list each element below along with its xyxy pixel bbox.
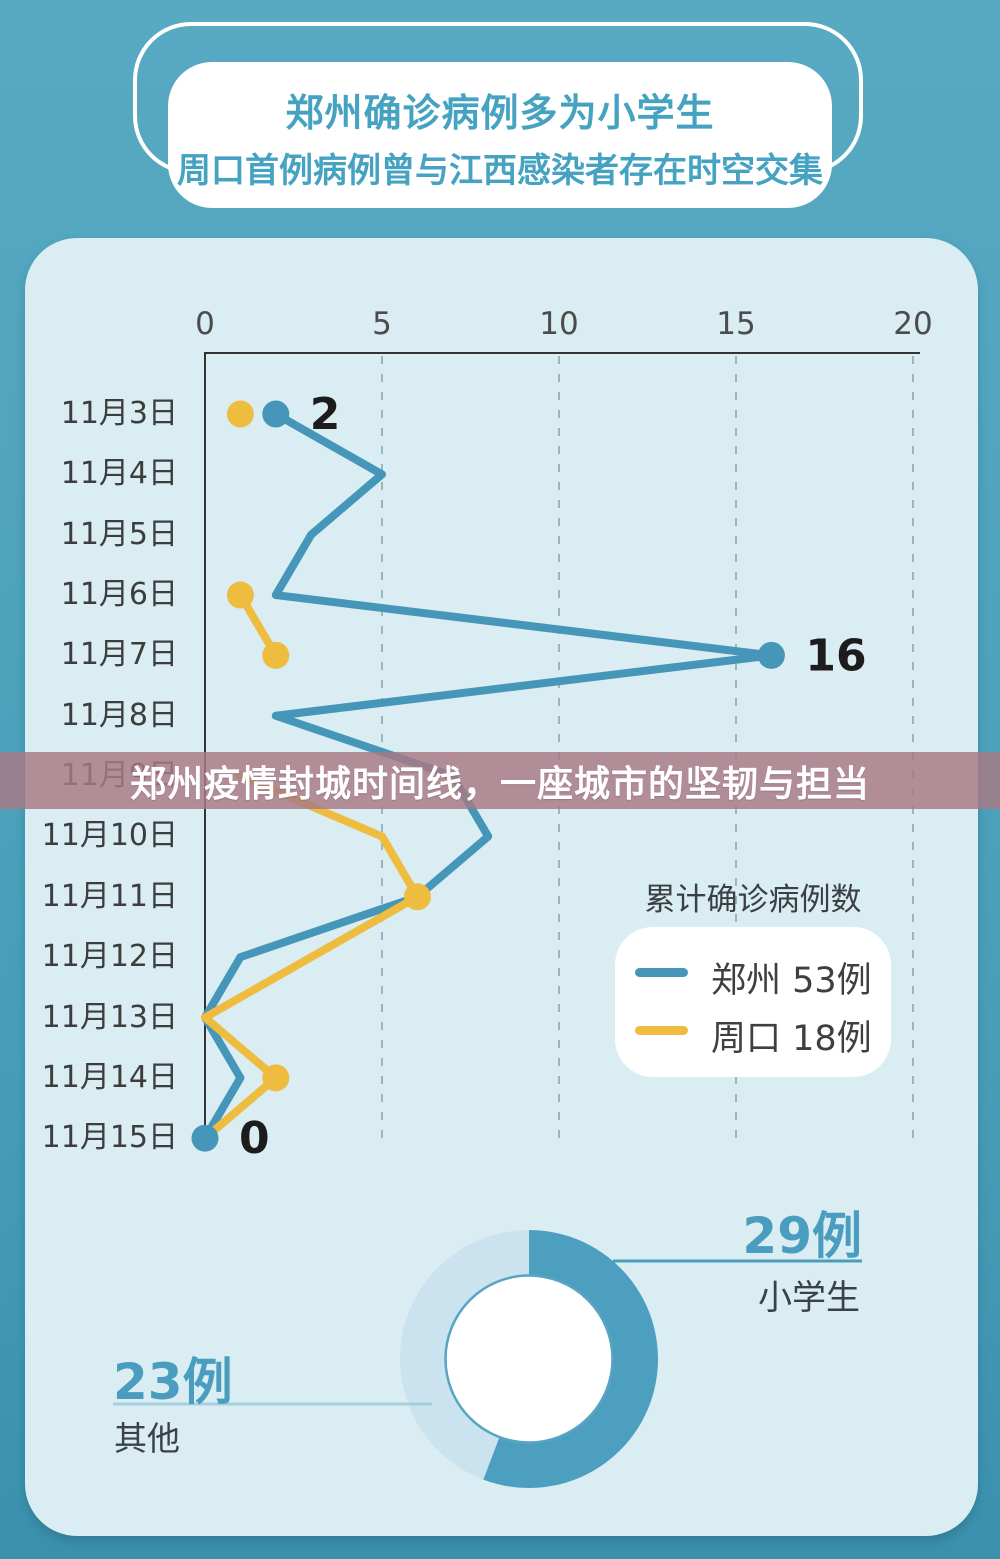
donut-callout-value-students: 29例 — [742, 1207, 862, 1265]
date-label-3: 11月3日 — [60, 396, 178, 431]
data-label-0: 0 — [239, 1113, 270, 1164]
data-label-2: 2 — [310, 389, 341, 440]
date-label-11: 11月11日 — [41, 878, 178, 914]
title-banner: 郑州疫情封城时间线，一座城市的坚韧与担当 — [0, 752, 1000, 809]
legend-label-zhoukou: 周口 18例 — [711, 1019, 872, 1059]
zhoukou-point-dot — [262, 641, 290, 669]
legend-title: 累计确诊病例数 — [644, 882, 862, 918]
date-label-7: 11月7日 — [60, 637, 178, 673]
legend-label-zhengzhou: 郑州 53例 — [711, 961, 872, 1001]
donut-hole — [444, 1274, 614, 1444]
legend-row-zhoukou: 周口 18例 — [615, 1010, 891, 1059]
zhengzhou-point-dot — [191, 1124, 219, 1152]
zhoukou-point-dot — [226, 581, 254, 609]
date-label-12: 11月12日 — [41, 939, 178, 975]
date-label-14: 11月14日 — [41, 1059, 178, 1095]
donut-callout-name-others: 其他 — [114, 1419, 180, 1458]
zhengzhou-line-swatch — [635, 968, 688, 977]
zhoukou-point-dot — [262, 1064, 290, 1092]
date-label-8: 11月8日 — [60, 697, 178, 733]
date-label-10: 11月10日 — [41, 818, 178, 854]
date-label-13: 11月13日 — [41, 999, 178, 1035]
axis-lines — [204, 352, 920, 1143]
zhengzhou-point-dot — [757, 641, 785, 669]
data-label-16: 16 — [805, 630, 866, 681]
zhoukou-point-dot — [226, 400, 254, 428]
header-title-line1: 郑州确诊病例多为小学生 — [285, 91, 715, 135]
date-label-4: 11月4日 — [60, 456, 178, 492]
date-label-6: 11月6日 — [60, 577, 178, 613]
zhoukou-line — [201, 772, 422, 1143]
donut-callout-name-students: 小学生 — [758, 1278, 860, 1318]
x-tick-label-15: 15 — [716, 306, 756, 342]
header-title-box — [168, 62, 832, 208]
title-banner-text: 郑州疫情封城时间线，一座城市的坚韧与担当 — [129, 763, 870, 805]
legend-box: 郑州 53例 周口 18例 — [615, 927, 891, 1077]
x-tick-label-20: 20 — [893, 306, 933, 342]
legend-row-zhengzhou: 郑州 53例 — [615, 952, 891, 1001]
zhoukou-point-dot — [403, 883, 431, 911]
header-title-line2: 周口首例病例曾与江西感染者存在时空交集 — [177, 151, 823, 191]
donut-callout-value-others: 23例 — [113, 1353, 233, 1411]
zhengzhou-point-dot — [262, 400, 290, 428]
x-tick-label-5: 5 — [372, 306, 392, 342]
date-label-5: 11月5日 — [60, 516, 178, 552]
x-tick-label-10: 10 — [539, 306, 579, 342]
date-label-15: 11月15日 — [41, 1120, 178, 1156]
zhoukou-line-swatch — [635, 1026, 688, 1035]
x-tick-label-0: 0 — [195, 306, 215, 342]
